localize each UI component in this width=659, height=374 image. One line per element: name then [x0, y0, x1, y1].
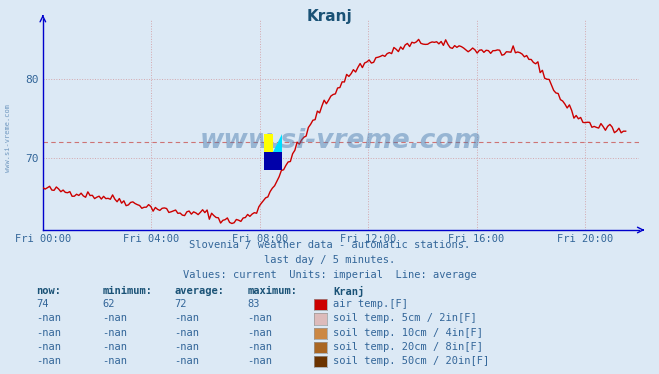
Text: soil temp. 5cm / 2in[F]: soil temp. 5cm / 2in[F]: [333, 313, 477, 324]
Text: -nan: -nan: [102, 328, 127, 338]
Text: www.si-vreme.com: www.si-vreme.com: [5, 104, 11, 172]
Bar: [264, 134, 273, 152]
Text: -nan: -nan: [102, 356, 127, 366]
Text: Kranj: Kranj: [306, 9, 353, 24]
Text: www.si-vreme.com: www.si-vreme.com: [200, 128, 482, 154]
Text: minimum:: minimum:: [102, 286, 152, 296]
Text: soil temp. 50cm / 20in[F]: soil temp. 50cm / 20in[F]: [333, 356, 490, 366]
Text: -nan: -nan: [175, 342, 200, 352]
Text: maximum:: maximum:: [247, 286, 297, 296]
Text: 72: 72: [175, 299, 187, 309]
Text: 74: 74: [36, 299, 49, 309]
Polygon shape: [273, 134, 282, 152]
Text: -nan: -nan: [102, 313, 127, 324]
Text: -nan: -nan: [36, 342, 61, 352]
Text: -nan: -nan: [36, 356, 61, 366]
Text: 83: 83: [247, 299, 260, 309]
Text: -nan: -nan: [175, 356, 200, 366]
Bar: [264, 152, 282, 170]
Text: Kranj: Kranj: [333, 286, 364, 297]
Text: soil temp. 20cm / 8in[F]: soil temp. 20cm / 8in[F]: [333, 342, 484, 352]
Text: -nan: -nan: [247, 342, 272, 352]
Text: -nan: -nan: [36, 313, 61, 324]
Text: -nan: -nan: [175, 328, 200, 338]
Text: soil temp. 10cm / 4in[F]: soil temp. 10cm / 4in[F]: [333, 328, 484, 338]
Text: 62: 62: [102, 299, 115, 309]
Text: average:: average:: [175, 286, 225, 296]
Text: -nan: -nan: [247, 313, 272, 324]
Text: last day / 5 minutes.: last day / 5 minutes.: [264, 255, 395, 265]
Text: Values: current  Units: imperial  Line: average: Values: current Units: imperial Line: av…: [183, 270, 476, 280]
Text: air temp.[F]: air temp.[F]: [333, 299, 409, 309]
Text: -nan: -nan: [247, 328, 272, 338]
Text: Slovenia / weather data - automatic stations.: Slovenia / weather data - automatic stat…: [189, 240, 470, 250]
Text: now:: now:: [36, 286, 61, 296]
Text: -nan: -nan: [36, 328, 61, 338]
Text: -nan: -nan: [102, 342, 127, 352]
Text: -nan: -nan: [175, 313, 200, 324]
Text: -nan: -nan: [247, 356, 272, 366]
